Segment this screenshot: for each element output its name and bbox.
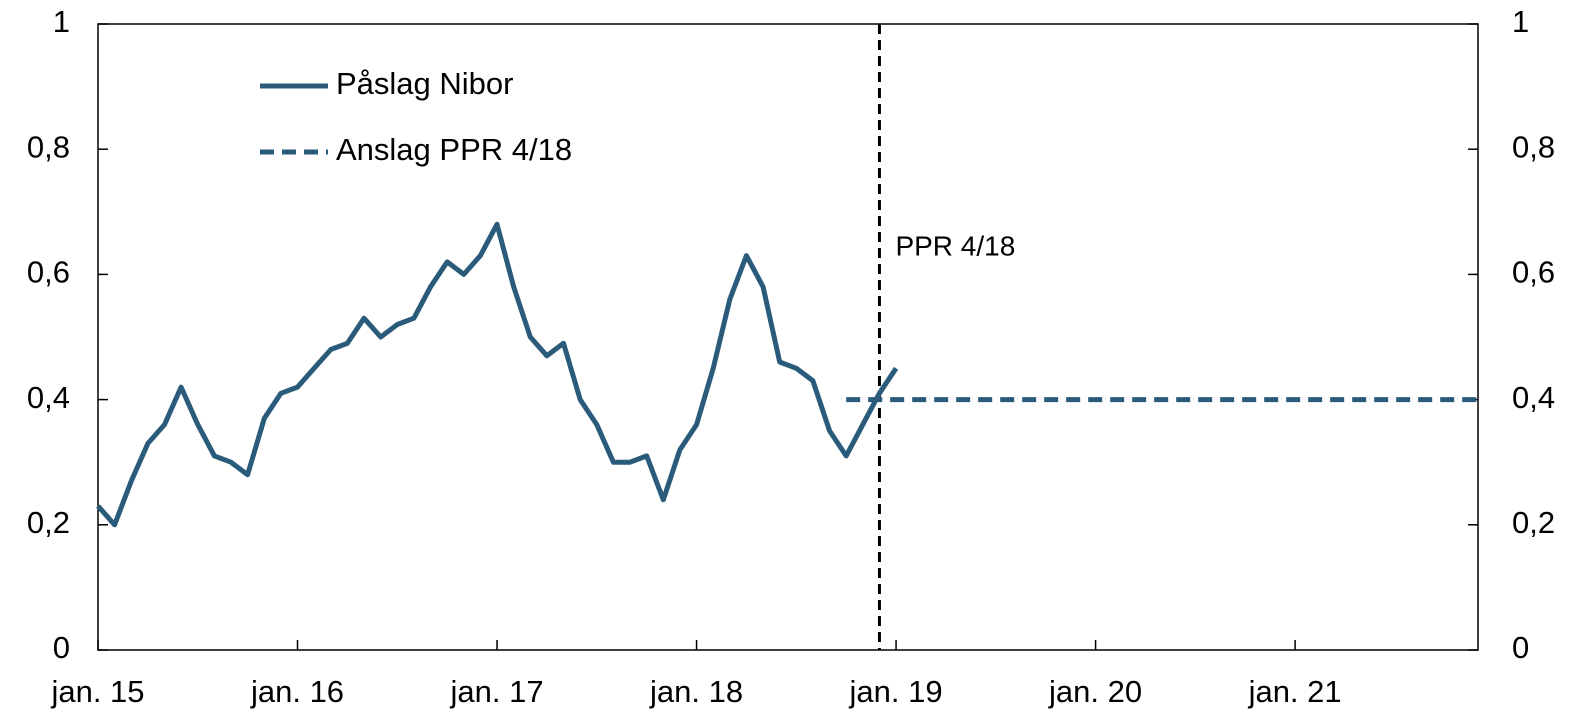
y-tick-label: 1 (53, 4, 70, 39)
x-tick-label: jan. 16 (250, 674, 344, 709)
y2-tick-label: 0 (1512, 630, 1529, 665)
y2-tick-label: 0,4 (1512, 380, 1555, 415)
y2-tick-label: 0,2 (1512, 505, 1555, 540)
y2-tick-label: 0,8 (1512, 129, 1555, 164)
y-tick-label: 0,4 (27, 380, 70, 415)
legend-label: Anslag PPR 4/18 (336, 132, 572, 167)
series-line (96, 221, 899, 528)
annotation-label: PPR 4/18 (895, 230, 1015, 261)
x-tick-label: jan. 18 (649, 674, 743, 709)
y-tick-label: 0 (53, 630, 70, 665)
x-tick-label: jan. 17 (449, 674, 543, 709)
x-tick-label: jan. 19 (849, 674, 943, 709)
y2-tick-label: 0,6 (1512, 255, 1555, 290)
plot-frame (97, 23, 1479, 651)
x-tick-label: jan. 21 (1248, 674, 1342, 709)
y2-tick-label: 1 (1512, 4, 1529, 39)
y-tick-label: 0,8 (27, 129, 70, 164)
y-tick-label: 0,2 (27, 505, 70, 540)
legend-label: Påslag Nibor (336, 66, 513, 101)
y-tick-label: 0,6 (27, 255, 70, 290)
x-tick-label: jan. 15 (50, 674, 144, 709)
x-tick-label: jan. 20 (1048, 674, 1142, 709)
